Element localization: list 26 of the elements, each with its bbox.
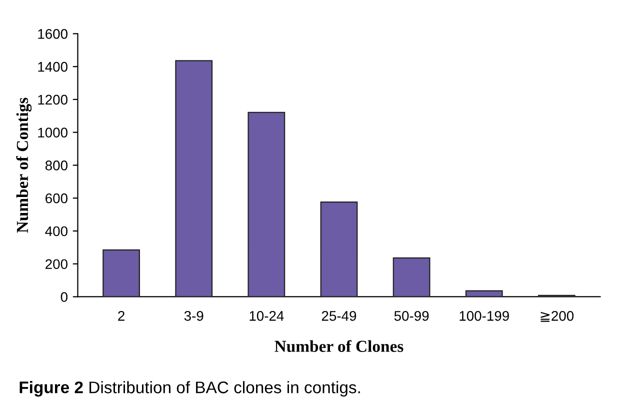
- bar: [392, 257, 430, 297]
- y-tick-label: 1000: [38, 128, 68, 138]
- y-tick-label: 800: [45, 160, 68, 170]
- bar: [102, 249, 140, 297]
- y-tick-label: 1200: [38, 94, 68, 105]
- x-tick-label: 10-24: [250, 311, 284, 321]
- x-tick-label: 3-9: [184, 311, 204, 321]
- y-tick-label: 400: [45, 226, 68, 236]
- x-tick-label: 100-199: [460, 311, 509, 321]
- y-tick-label: 1600: [38, 29, 68, 39]
- y-axis-title: Number of Contigs: [16, 98, 32, 233]
- y-tick-label: 0: [60, 292, 68, 302]
- x-tick-label: 25-49: [322, 311, 356, 321]
- y-tick-label: 600: [46, 193, 68, 204]
- y-tick-label: 200: [46, 259, 68, 270]
- text: Distribution of BAC clones in contigs.: [90, 381, 360, 397]
- caption: Figure 2: [20, 381, 83, 397]
- bar: [320, 201, 358, 297]
- bar: [175, 60, 213, 297]
- x-axis-title: Number of Clones: [274, 340, 404, 352]
- bar: [248, 112, 286, 297]
- x-tick-label: 2: [118, 311, 124, 321]
- y-tick-label: 1400: [38, 62, 68, 72]
- x-tick-label: ≧200: [540, 311, 574, 322]
- bar: [465, 290, 503, 297]
- x-tick-label: 50-99: [394, 311, 429, 321]
